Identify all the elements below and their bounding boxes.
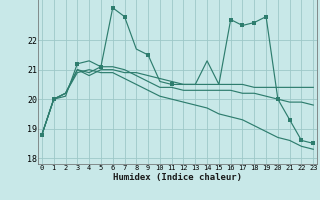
X-axis label: Humidex (Indice chaleur): Humidex (Indice chaleur): [113, 173, 242, 182]
